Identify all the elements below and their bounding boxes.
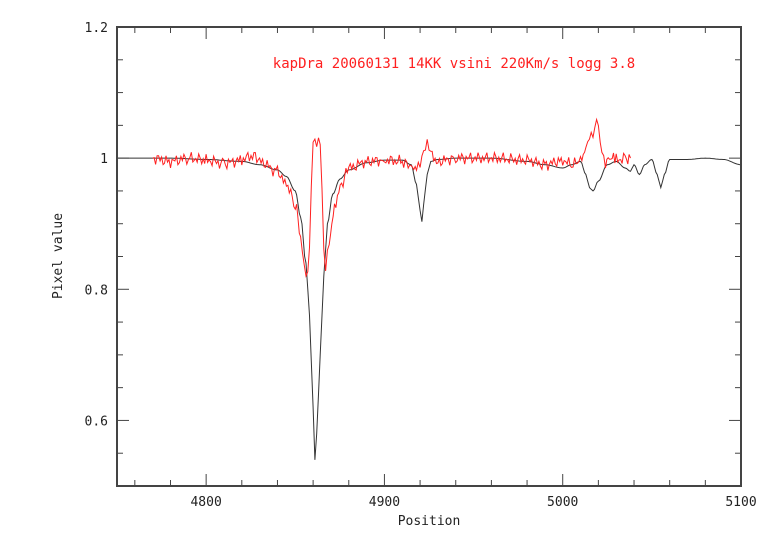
x-tick-label: 5000 — [547, 495, 578, 510]
y-tick-label: 0.8 — [85, 283, 108, 298]
chart-title: kapDra 20060131 14KK vsini 220Km/s logg … — [273, 56, 635, 72]
x-axis-ticks — [134, 27, 742, 486]
y-tick-label: 1.2 — [85, 21, 108, 36]
observed-spectrum-line — [152, 117, 631, 278]
y-axis-tick-labels: 0.6 0.8 1 1.2 — [85, 21, 108, 429]
x-tick-label: 4900 — [369, 495, 400, 510]
model-spectrum-line — [117, 157, 742, 460]
x-tick-label: 4800 — [190, 495, 221, 510]
x-tick-label: 5100 — [725, 495, 756, 510]
x-axis-label: Position — [398, 514, 461, 529]
y-tick-label: 0.6 — [85, 414, 108, 429]
y-axis-ticks — [117, 26, 741, 487]
y-tick-label: 1 — [100, 152, 108, 167]
y-axis-label: Pixel value — [51, 213, 66, 299]
plot-lines — [117, 117, 742, 460]
x-axis-tick-labels: 4800 4900 5000 5100 — [190, 495, 756, 510]
